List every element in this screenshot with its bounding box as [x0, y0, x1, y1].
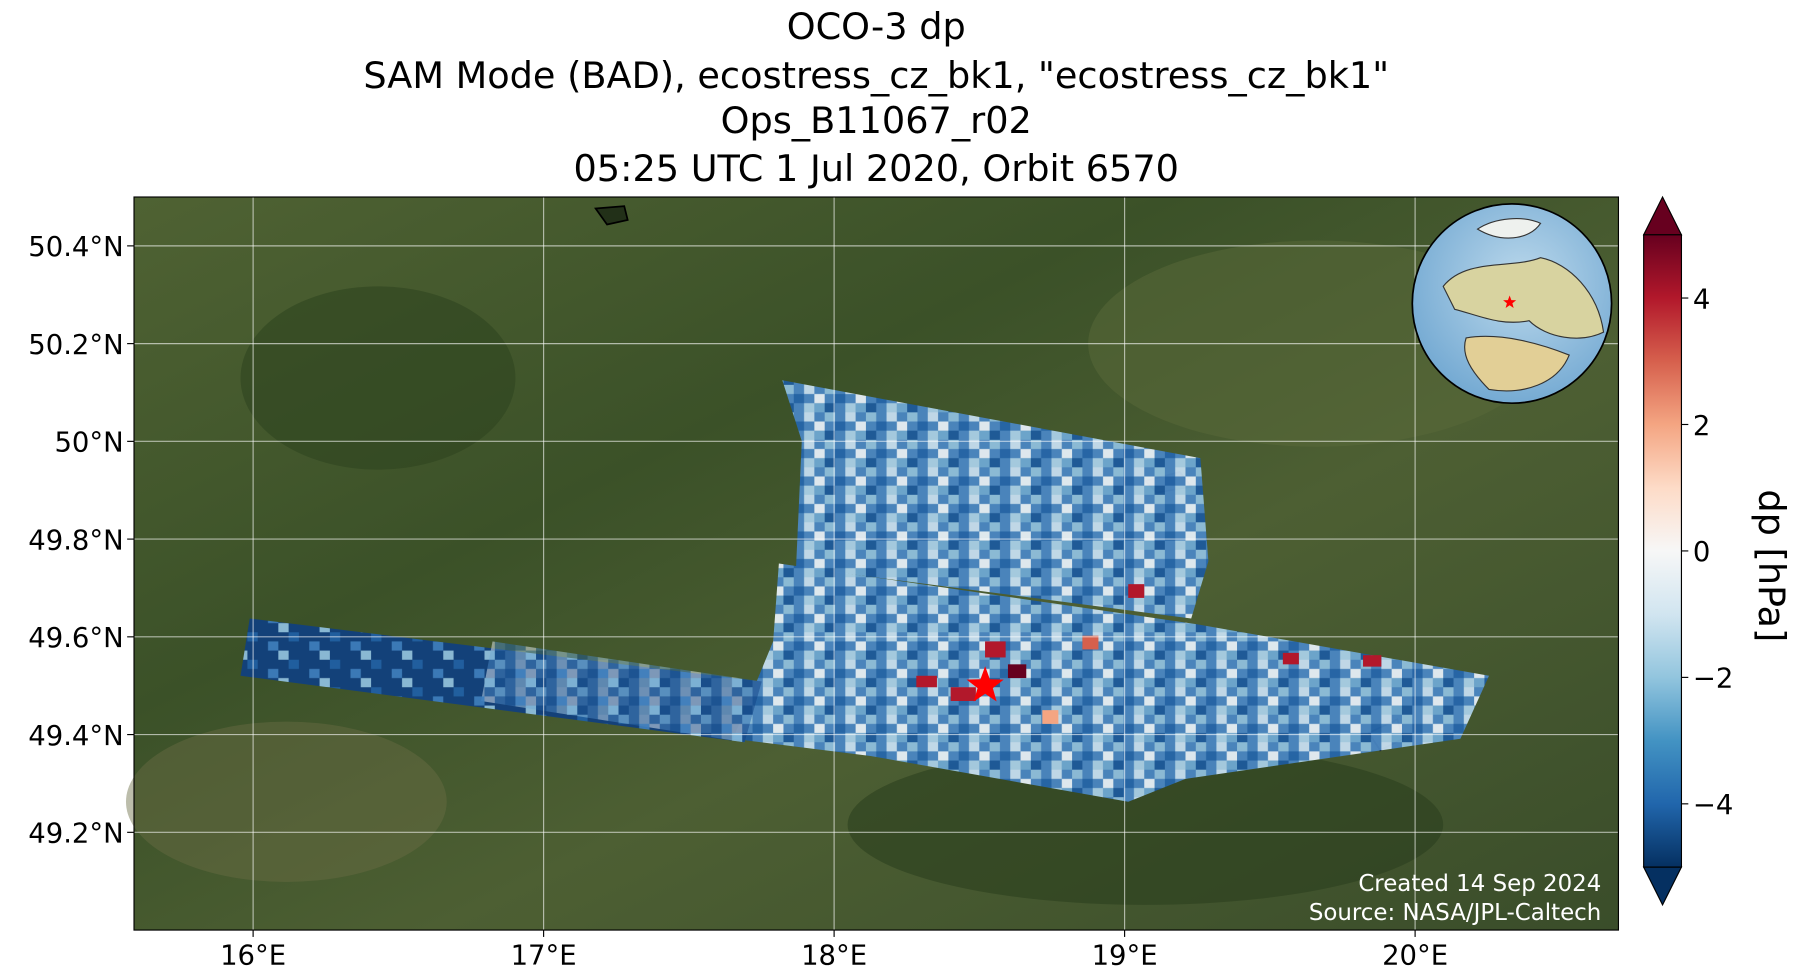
y-tick-label: 49.8°N — [28, 524, 123, 556]
swath — [782, 380, 1209, 619]
annotation: Source: NASA/JPL-Caltech — [1309, 900, 1601, 926]
axes-frame — [133, 196, 1620, 931]
y-tick-label: 49.4°N — [28, 720, 123, 752]
swath — [481, 641, 762, 743]
annotation: Created 14 Sep 2024 — [1358, 871, 1601, 897]
annotations: Created 14 Sep 2024 Source: NASA/JPL-Cal… — [1309, 871, 1601, 926]
globe-land — [1464, 335, 1570, 392]
x-tick-label: 18°E — [801, 939, 867, 971]
colorbar-label: dp [hPa] — [1750, 489, 1793, 642]
y-tick-label: 50.2°N — [28, 329, 123, 361]
title-line: 05:25 UTC 1 Jul 2020, Orbit 6570 — [573, 147, 1178, 190]
high-cell — [950, 687, 976, 701]
grid — [134, 197, 1619, 931]
high-cell — [1042, 710, 1059, 724]
globe-land — [1442, 257, 1605, 339]
colorbar-extend — [1642, 195, 1683, 236]
swath — [733, 563, 1490, 802]
title-block: OCO-3 dp SAM Mode (BAD), ecostress_cz_bk… — [363, 5, 1389, 190]
colorbar-tick-label: −2 — [1693, 663, 1734, 695]
globe-marker — [1503, 295, 1517, 308]
title-line: OCO-3 dp — [787, 5, 966, 48]
terrain — [847, 744, 1444, 905]
y-tick-label: 50.4°N — [28, 231, 123, 263]
x-tick-label: 16°E — [220, 939, 286, 971]
axis-ticks: 16°E 17°E 18°E 19°E 20°E 49.2°N 49.4°N 49.6°N 49… — [28, 231, 1448, 971]
high-cell — [1128, 584, 1145, 598]
x-tick-label: 20°E — [1382, 939, 1448, 971]
terrain — [240, 286, 516, 470]
colorbar-tick-label: 0 — [1693, 536, 1710, 568]
footprints — [240, 380, 1490, 802]
high-cell — [1363, 655, 1382, 667]
figure: OCO-3 dp SAM Mode (BAD), ecostress_cz_bk… — [28, 5, 1793, 971]
colorbar-tick-label: −4 — [1693, 789, 1734, 821]
y-tick-label: 49.2°N — [28, 818, 123, 850]
basemap — [125, 197, 1619, 931]
y-tick-label: 49.6°N — [28, 622, 123, 654]
colorbar-extend — [1642, 866, 1683, 907]
target — [966, 295, 1517, 702]
border-outline — [594, 205, 629, 226]
colorbar-tick-label: 2 — [1693, 410, 1710, 442]
high-cell — [1082, 635, 1099, 650]
high-cell — [985, 641, 1006, 658]
colorbar-body — [1643, 234, 1683, 868]
high-cell — [1007, 664, 1027, 679]
x-tick-label: 19°E — [1092, 939, 1158, 971]
globe-land — [1476, 218, 1542, 239]
x-tick-label: 17°E — [511, 939, 577, 971]
title-line: SAM Mode (BAD), ecostress_cz_bk1, "ecost… — [363, 54, 1389, 97]
title-line: Ops_B11067_r02 — [721, 99, 1032, 142]
high-cell — [916, 675, 937, 688]
target-star — [966, 666, 1004, 702]
high-cell — [1282, 652, 1299, 665]
colorbar: dp [hPa] −4 −2 0 2 4 — [1642, 195, 1793, 907]
colorbar-tick-label: 4 — [1693, 283, 1710, 315]
terrain — [125, 721, 447, 882]
y-tick-label: 50°N — [54, 427, 123, 459]
